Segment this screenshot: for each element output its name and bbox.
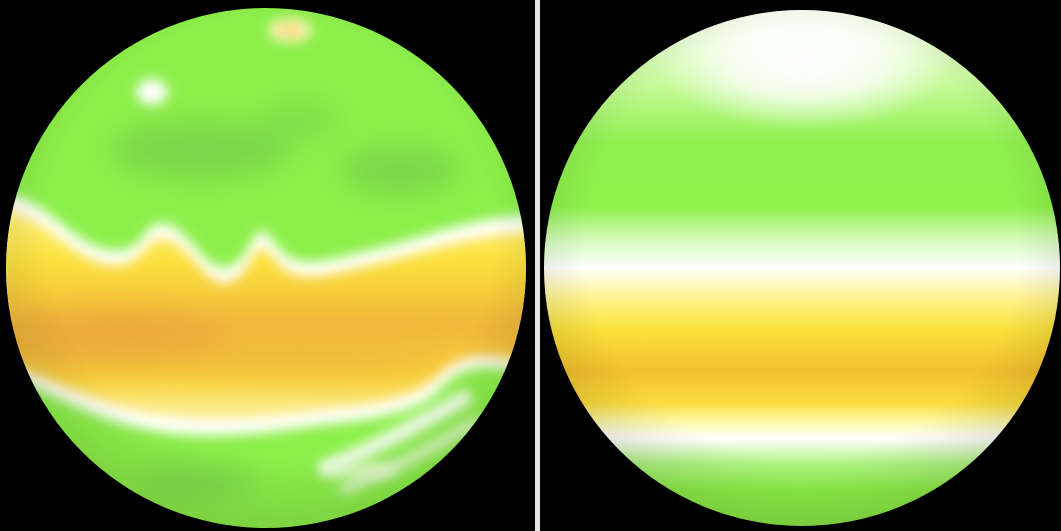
- divider: [535, 0, 540, 531]
- page-body: [0, 0, 1061, 531]
- page: {} html, body { margin: 0; padding: 0; b…: [0, 0, 1061, 531]
- image: [0, 0, 1061, 531]
- sphere-shade: [540, 10, 1061, 526]
